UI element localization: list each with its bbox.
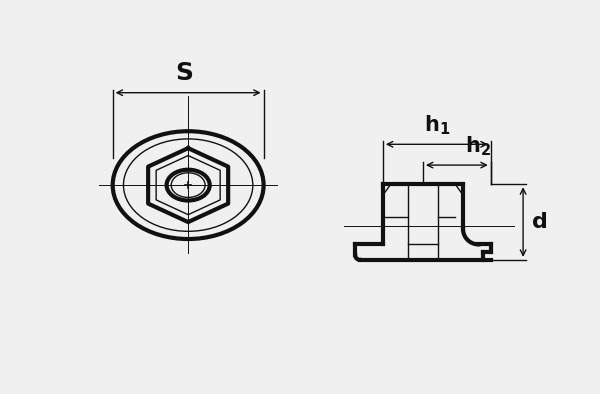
Text: S: S (175, 61, 193, 85)
Text: h$_{\mathregular{1}}$: h$_{\mathregular{1}}$ (424, 114, 450, 138)
Text: d: d (532, 212, 548, 232)
Text: h$_{\mathregular{2}}$: h$_{\mathregular{2}}$ (466, 135, 491, 158)
